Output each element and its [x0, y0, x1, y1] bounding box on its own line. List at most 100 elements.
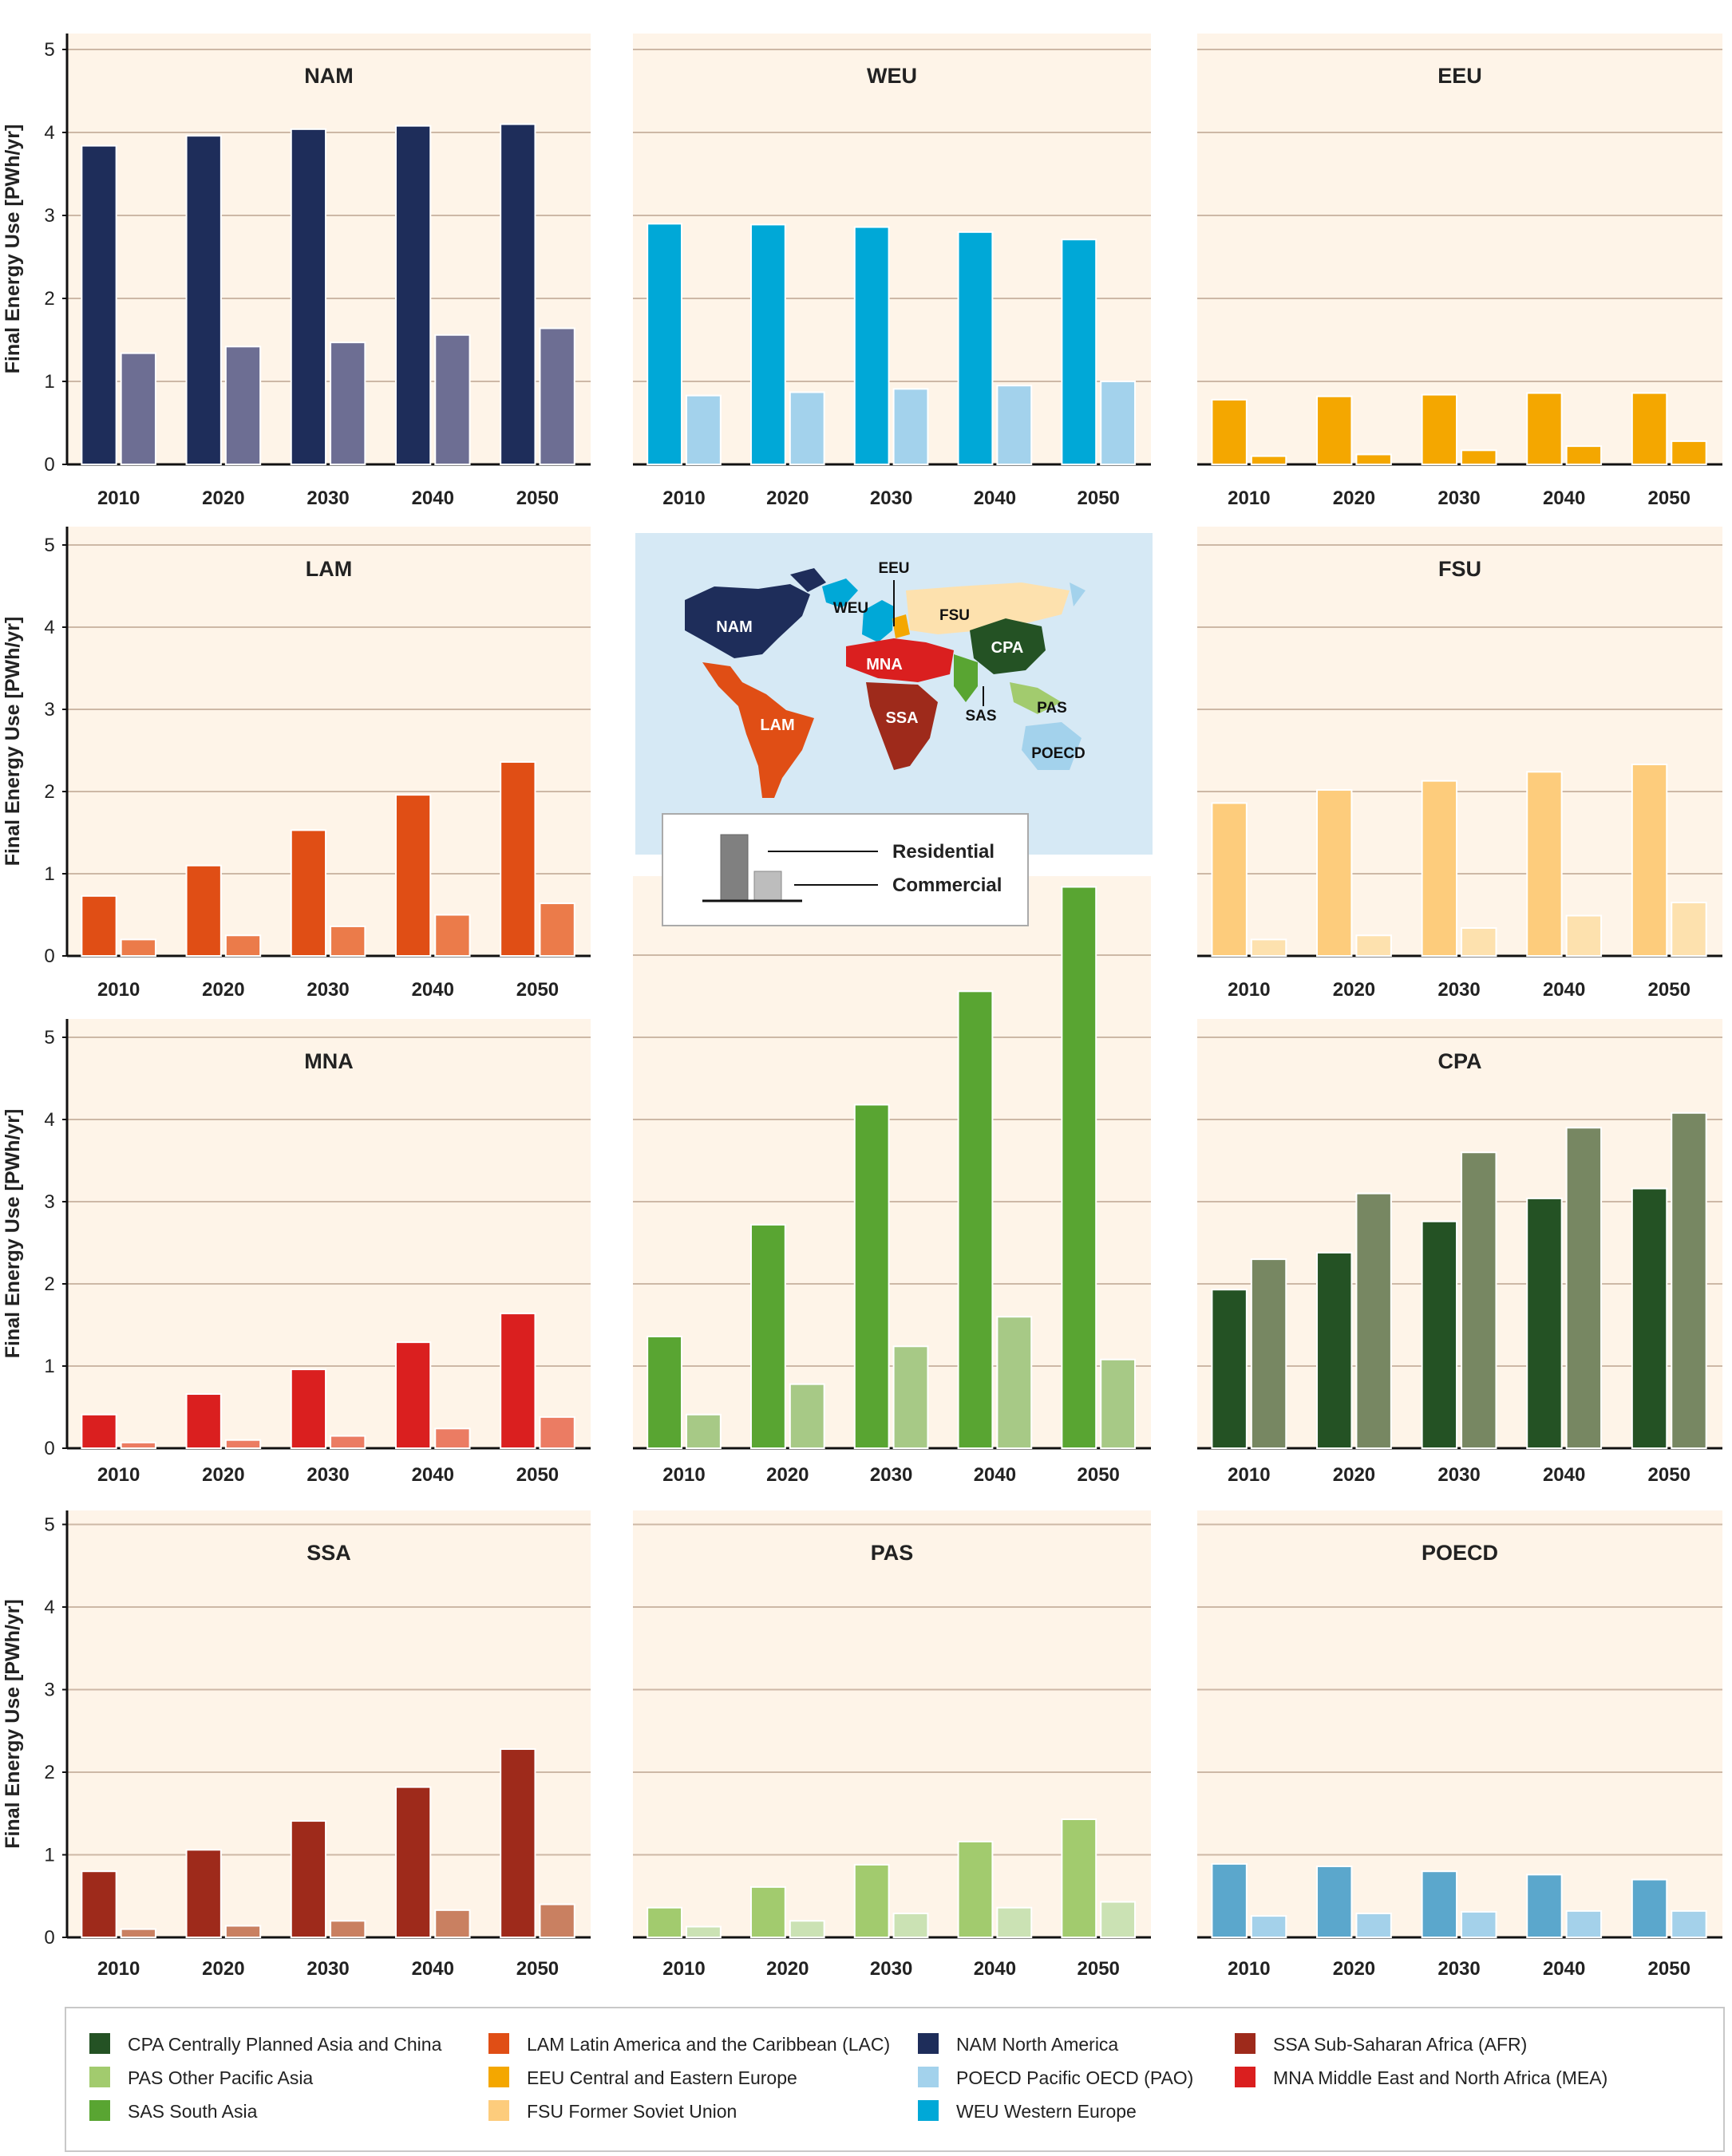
bar-commercial — [1565, 914, 1603, 958]
x-tick-label: 2010 — [97, 1464, 140, 1486]
bar-residential — [957, 990, 994, 1449]
y-axis-title: Final Energy Use [PWh/yr] — [2, 1109, 24, 1359]
world-map — [685, 568, 1085, 798]
x-tick-label: 2020 — [766, 1958, 809, 1980]
map-label-weu: WEU — [833, 600, 868, 617]
bar-commercial — [996, 385, 1033, 466]
bar-commercial — [996, 1906, 1033, 1938]
panel-title: WEU — [867, 64, 917, 88]
bar-commercial — [1100, 1901, 1137, 1939]
y-tick-label: 3 — [44, 699, 54, 721]
bar-residential — [647, 1906, 683, 1938]
bar-commercial — [789, 1920, 825, 1939]
legend-item: SAS South Asia — [89, 2100, 258, 2122]
y-tick-label: 2 — [44, 1273, 54, 1295]
map-region-lam — [702, 662, 814, 798]
x-tick-label: 2020 — [1333, 1464, 1375, 1486]
legend-item: WEU Western Europe — [918, 2100, 1137, 2122]
legend-swatch — [89, 2067, 110, 2087]
y-tick-label: 3 — [44, 205, 54, 227]
x-tick-label: 2030 — [306, 979, 349, 1001]
x-tick-label: 2010 — [97, 979, 140, 1001]
bar-commercial — [120, 1441, 156, 1450]
legend-item: POECD Pacific OECD (PAO) — [918, 2067, 1193, 2088]
bar-commercial — [1461, 449, 1497, 466]
bar-commercial — [224, 1439, 262, 1449]
bar-commercial — [224, 346, 262, 465]
bar-residential — [185, 1393, 222, 1450]
legend-label: SAS South Asia — [128, 2101, 258, 2122]
panel-cpa: CPA 2010 2020 2030 2040 2050 — [1197, 1019, 1722, 1486]
legend-swatch — [918, 2033, 939, 2054]
x-tick-label: 2010 — [662, 1464, 705, 1486]
legend-swatch — [918, 2067, 939, 2087]
legend-item: PAS Other Pacific Asia — [89, 2067, 313, 2088]
map-label-fsu: FSU — [939, 607, 970, 624]
bar-commercial — [1461, 1151, 1497, 1449]
legend-swatch — [918, 2100, 939, 2121]
map-label-cpa: CPA — [991, 639, 1024, 657]
panel-eeu: EEU 2010 2020 2030 2040 2050 — [1197, 34, 1722, 509]
legend-label: EEU Central and Eastern Europe — [527, 2067, 797, 2088]
legend-item: EEU Central and Eastern Europe — [488, 2067, 797, 2088]
bar-commercial — [1565, 445, 1603, 465]
x-tick-label: 2050 — [1078, 488, 1120, 509]
bar-residential — [1061, 886, 1097, 1449]
bar-commercial — [892, 388, 929, 465]
legend-item: MNA Middle East and North Africa (MEA) — [1235, 2067, 1607, 2088]
legend-item: NAM North America — [918, 2033, 1118, 2055]
key-commercial-swatch — [753, 871, 782, 902]
legend-item: SSA Sub-Saharan Africa (AFR) — [1235, 2033, 1527, 2055]
x-tick-label: 2050 — [516, 1464, 559, 1486]
map-region-sas — [954, 654, 978, 702]
bar-commercial — [120, 352, 156, 466]
y-tick-label: 1 — [44, 1845, 54, 1866]
bar-residential — [81, 144, 117, 465]
y-tick-label: 5 — [44, 535, 54, 556]
legend-swatch — [1235, 2067, 1256, 2087]
bar-commercial — [330, 1920, 366, 1939]
map-region-weu-north — [822, 578, 858, 608]
bar-commercial — [120, 1928, 156, 1938]
bar-commercial — [434, 1909, 471, 1938]
y-tick-label: 5 — [44, 1514, 54, 1536]
bar-residential — [1631, 1187, 1668, 1450]
bar-commercial — [789, 391, 825, 465]
legend-swatch — [1235, 2033, 1256, 2054]
x-tick-label: 2030 — [870, 1958, 912, 1980]
panel-mna: 0 1 2 3 4 5 MNA 2010 2020 2030 2040 2050 — [44, 1019, 591, 1486]
bar-residential — [853, 226, 890, 465]
x-tick-label: 2030 — [870, 1464, 912, 1486]
map-region-cpa — [970, 618, 1046, 674]
bar-residential — [1526, 1874, 1563, 1939]
bar-commercial — [1565, 1909, 1603, 1938]
bar-residential — [1631, 1878, 1668, 1939]
y-tick-label: 0 — [44, 1927, 54, 1949]
y-tick-label: 3 — [44, 1191, 54, 1213]
x-tick-label: 2040 — [412, 1464, 454, 1486]
bar-commercial — [1671, 1909, 1707, 1938]
map-label-sas: SAS — [965, 708, 996, 725]
bar-commercial — [1355, 934, 1392, 957]
bar-commercial — [1250, 1915, 1287, 1939]
bar-commercial — [434, 914, 471, 957]
bar-residential — [1631, 392, 1668, 465]
panel-fsu: FSU 2010 2020 2030 2040 2050 — [1197, 527, 1722, 1001]
x-tick-label: 2030 — [1437, 488, 1480, 509]
x-tick-label: 2050 — [516, 979, 559, 1001]
bar-residential — [1316, 395, 1353, 465]
key-residential-swatch — [720, 834, 749, 902]
panel-title: FSU — [1438, 557, 1481, 581]
bar-residential — [647, 1335, 683, 1450]
bar-residential — [290, 128, 327, 465]
panel-sas: SAS20102020203020402050 — [633, 876, 1151, 1486]
x-tick-label: 2020 — [202, 1464, 244, 1486]
map-region-weu — [862, 600, 894, 642]
panel-nam: 0 1 2 3 4 5 NAM 2010 2020 2030 2040 2050 — [44, 34, 591, 509]
legend-box — [65, 2007, 1725, 2152]
map-region-eeu — [892, 614, 910, 638]
bar-residential — [1211, 1289, 1248, 1449]
bar-residential — [1526, 771, 1563, 958]
map-region-pas — [1010, 682, 1062, 714]
panel-poecd: POECD 2010 2020 2030 2040 2050 — [1197, 1510, 1722, 1980]
